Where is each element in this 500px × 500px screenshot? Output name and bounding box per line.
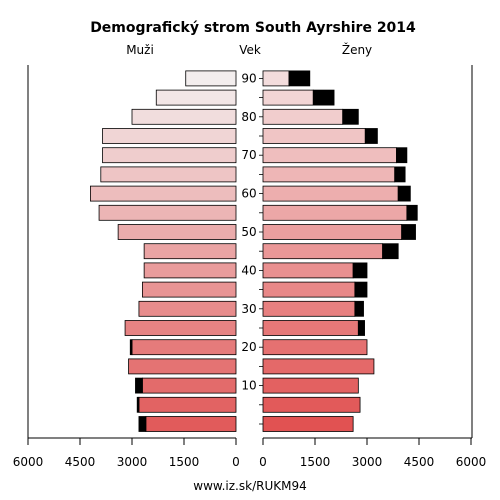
women-bar-90+ <box>262 70 290 87</box>
women-bar-85-89 <box>262 89 314 106</box>
women-extra-bar-50-54 <box>401 224 416 240</box>
women-extra-bar-75-79 <box>364 128 378 144</box>
age-tick-label: 10 <box>241 379 256 393</box>
men-bar-50-54 <box>117 224 237 240</box>
women-bar-25-29 <box>262 320 359 336</box>
women-bar-20-24 <box>262 339 368 356</box>
men-bar-55-59 <box>98 204 237 221</box>
women-extra-bar-25-29 <box>357 320 365 336</box>
age-tick-label: 30 <box>241 302 256 316</box>
men-bar-35-39 <box>141 281 237 298</box>
x-tick-label: 1500 <box>169 455 200 469</box>
population-axis: 6000 4500 3000 1500 0 1500 3000 4500 6000 0 <box>13 437 487 469</box>
women-label: Ženy <box>342 42 372 57</box>
age-axis: 10 20 30 40 50 60 70 80 90 <box>241 71 263 425</box>
women-extra-bar-60-64 <box>397 185 411 202</box>
men-bar-60-64 <box>90 185 237 202</box>
x-tick-label: 4500 <box>404 455 435 469</box>
men-bar-85-89 <box>155 89 237 106</box>
women-extra-bar-90+ <box>288 70 311 87</box>
women-bar-30-34 <box>262 300 356 317</box>
women-extra-bar-40-44 <box>352 262 368 279</box>
men-extra-bar-5-9 <box>136 396 140 413</box>
x-tick-label: 1500 <box>300 455 331 469</box>
men-bar-5-9 <box>138 396 237 413</box>
men-bars <box>90 70 237 432</box>
x-tick-label: 6000 <box>13 455 44 469</box>
women-extra-bar-85-89 <box>312 89 335 106</box>
source-label: www.iz.sk/RUKM94 <box>193 479 306 493</box>
women-extra-bar-55-59 <box>406 204 418 221</box>
age-tick-label: 60 <box>241 187 256 201</box>
women-bar-5-9 <box>262 396 361 413</box>
women-extra-bar-45-49 <box>382 243 399 260</box>
chart-title: Demografický strom South Ayrshire 2014 <box>90 20 416 36</box>
women-bar-10-14 <box>262 377 359 394</box>
women-bar-55-59 <box>262 204 408 221</box>
men-bar-65-69 <box>100 166 237 183</box>
women-extra-bar-70-74 <box>396 147 408 164</box>
x-tick-label: 0 <box>259 455 267 469</box>
men-bar-10-14 <box>141 377 237 394</box>
men-bar-75-79 <box>102 128 237 144</box>
men-bar-25-29 <box>124 320 237 336</box>
women-extra-bar-80-84 <box>342 108 359 125</box>
x-tick-label: 6000 <box>456 455 487 469</box>
men-bar-80-84 <box>131 108 237 125</box>
age-tick-label: 80 <box>241 110 256 124</box>
x-tick-label: 0 <box>232 455 240 469</box>
men-bar-30-34 <box>138 300 237 317</box>
women-bar-80-84 <box>262 108 344 125</box>
men-bar-15-19 <box>128 358 237 375</box>
men-extra-bar-0-4 <box>138 416 147 432</box>
men-bar-70-74 <box>102 147 237 164</box>
women-bar-35-39 <box>262 281 356 298</box>
age-tick-label: 20 <box>241 340 256 354</box>
women-bar-65-69 <box>262 166 396 183</box>
women-extra-bar-30-34 <box>354 300 364 317</box>
women-extra-bar-35-39 <box>354 281 368 298</box>
men-bar-20-24 <box>131 339 237 356</box>
women-bar-50-54 <box>262 224 403 240</box>
women-bars <box>262 70 418 432</box>
age-tick-label: 70 <box>241 148 256 162</box>
men-extra-bar-10-14 <box>135 377 143 394</box>
women-extra-bar-65-69 <box>394 166 406 183</box>
age-tick-label: 50 <box>241 225 256 239</box>
men-extra-bar-20-24 <box>129 339 133 356</box>
x-tick-label: 3000 <box>352 455 383 469</box>
women-bar-75-79 <box>262 128 366 144</box>
x-tick-label: 4500 <box>65 455 96 469</box>
women-bar-0-4 <box>262 416 354 432</box>
women-bar-15-19 <box>262 358 375 375</box>
men-bar-40-44 <box>143 262 237 279</box>
women-bar-40-44 <box>262 262 354 279</box>
women-bar-70-74 <box>262 147 397 164</box>
age-label: Vek <box>239 43 261 57</box>
men-label: Muži <box>126 43 154 57</box>
men-bar-90+ <box>185 70 237 87</box>
men-bar-45-49 <box>143 243 237 260</box>
men-bar-0-4 <box>145 416 237 432</box>
women-bar-60-64 <box>262 185 399 202</box>
x-tick-label: 3000 <box>117 455 148 469</box>
age-tick-label: 40 <box>241 263 256 277</box>
women-bar-45-49 <box>262 243 383 260</box>
age-tick-label: 90 <box>241 71 256 85</box>
